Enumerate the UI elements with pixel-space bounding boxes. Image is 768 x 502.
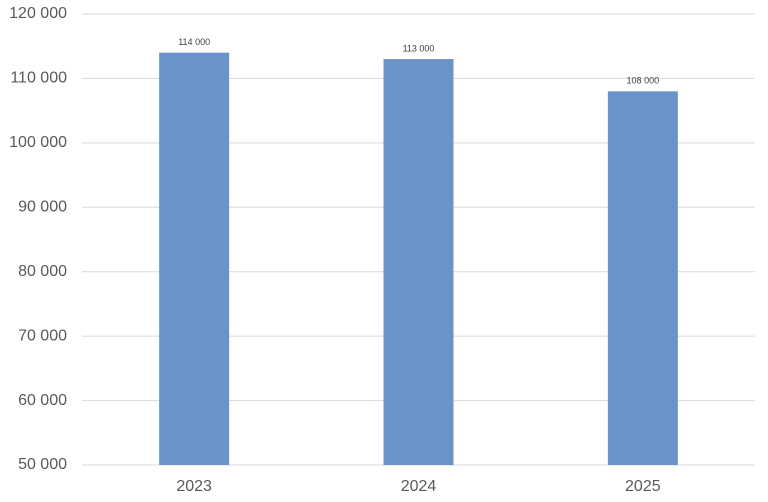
- y-tick-label: 110 000: [10, 70, 67, 87]
- y-tick-label: 80 000: [18, 263, 67, 280]
- bar: [383, 59, 454, 465]
- value-label: 108 000: [627, 76, 660, 86]
- value-label: 113 000: [403, 43, 435, 53]
- x-tick-label: 2023: [176, 478, 212, 495]
- bar: [159, 52, 230, 466]
- y-tick-label: 120 000: [9, 5, 67, 22]
- y-tick-label: 50 000: [18, 456, 67, 473]
- y-tick-label: 90 000: [18, 199, 67, 216]
- y-tick-label: 100 000: [9, 134, 67, 151]
- y-tick-label: 60 000: [18, 392, 67, 409]
- x-tick-label: 2025: [625, 478, 661, 495]
- bar: [607, 91, 678, 466]
- y-tick-label: 70 000: [18, 327, 67, 344]
- x-tick-label: 2024: [401, 478, 437, 495]
- value-label: 114 000: [178, 37, 210, 47]
